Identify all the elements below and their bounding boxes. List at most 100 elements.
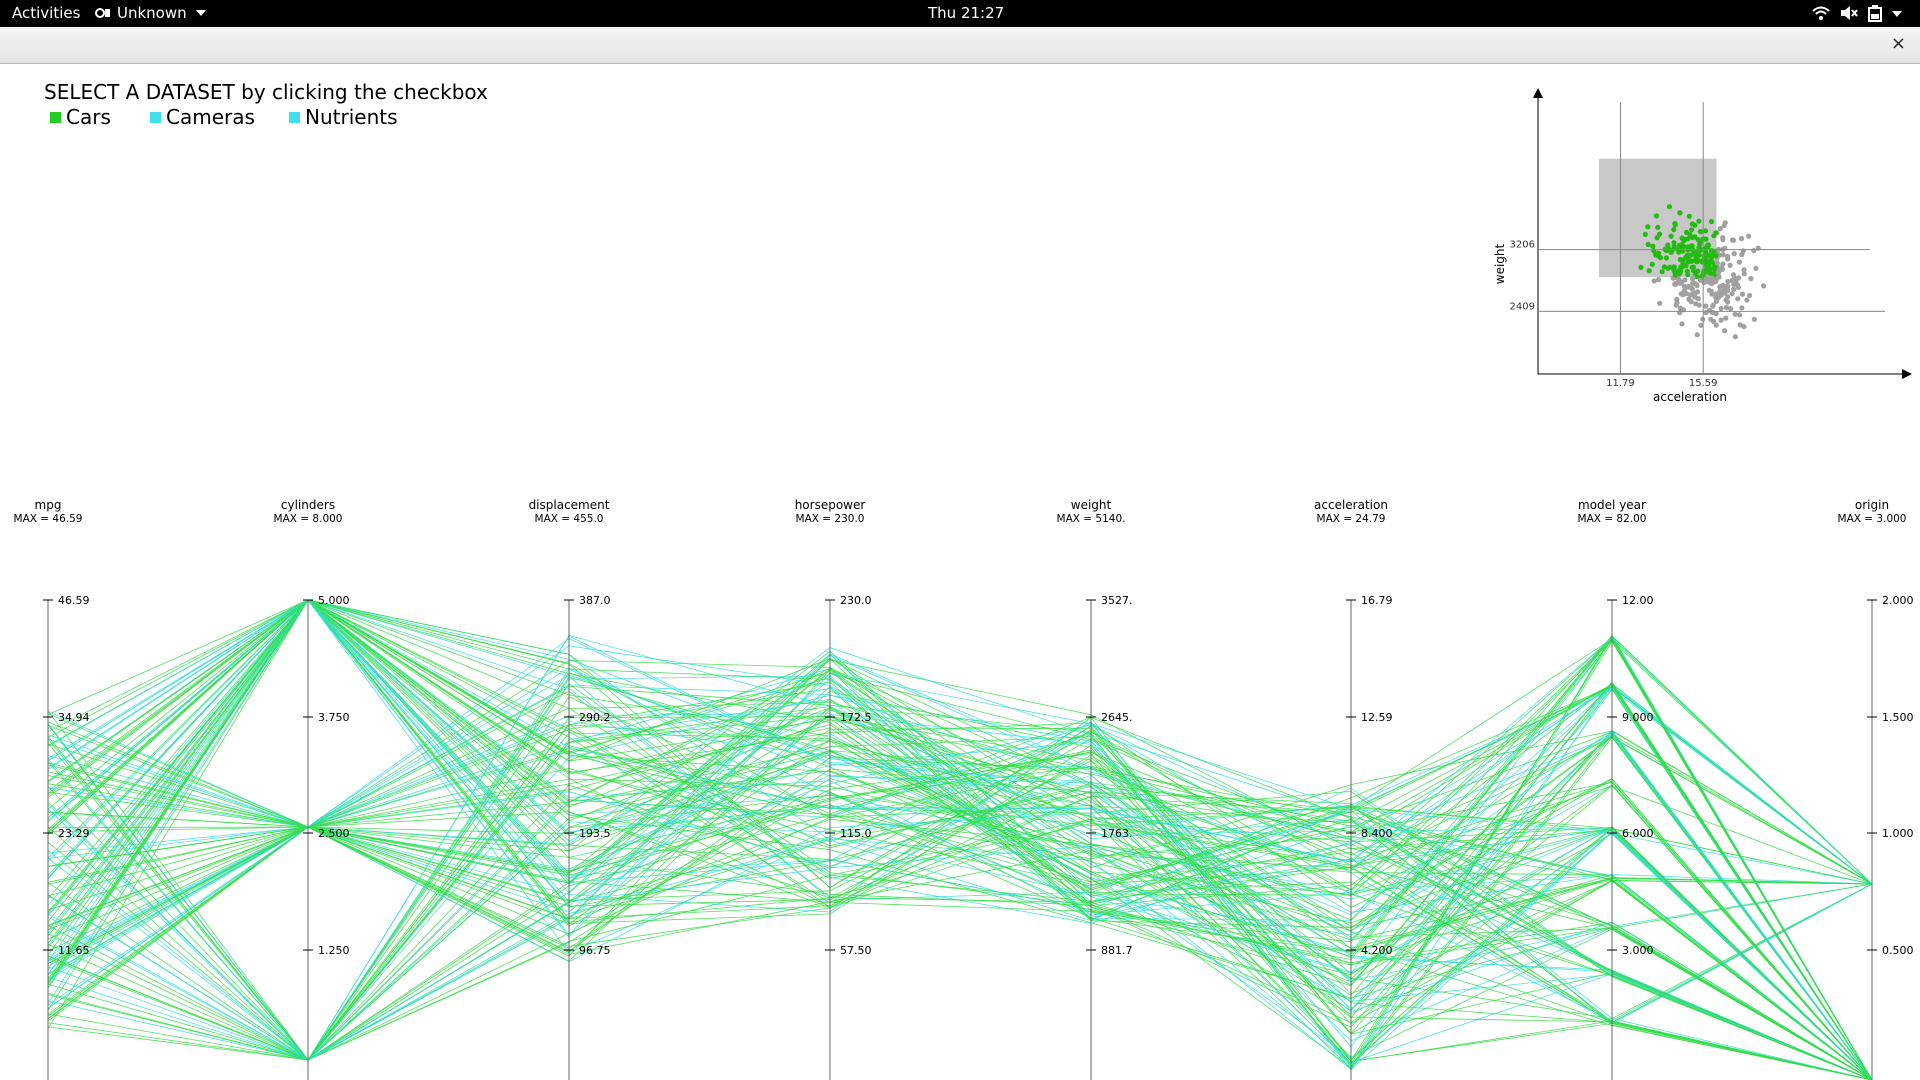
dataset-checkbox-cars[interactable]: Cars bbox=[50, 105, 111, 129]
tick-label: 115.0 bbox=[840, 827, 872, 840]
polyline bbox=[47, 599, 1873, 1080]
polyline bbox=[47, 807, 1873, 1080]
data-point bbox=[1686, 257, 1692, 263]
data-point bbox=[1685, 272, 1691, 278]
volume-muted-icon[interactable] bbox=[1840, 5, 1858, 21]
polyline bbox=[47, 599, 1873, 1080]
data-point bbox=[1694, 332, 1700, 338]
data-point bbox=[1712, 264, 1718, 270]
data-point bbox=[1655, 224, 1661, 230]
polyline bbox=[47, 599, 1873, 1080]
polyline bbox=[47, 659, 1873, 1080]
tick-label: 9.000 bbox=[1622, 711, 1654, 724]
dataset-checkbox-nutrients[interactable]: Nutrients bbox=[289, 105, 398, 129]
polyline bbox=[47, 667, 1873, 1015]
tick-label: 193.5 bbox=[579, 827, 611, 840]
tick-label: 4.200 bbox=[1361, 944, 1393, 957]
polyline bbox=[47, 599, 1873, 1080]
tick-label: 1.500 bbox=[1882, 711, 1914, 724]
chevron-down-icon bbox=[196, 10, 207, 16]
data-point bbox=[1657, 300, 1663, 306]
polyline bbox=[47, 713, 1873, 1080]
data-point bbox=[1720, 282, 1726, 288]
polyline bbox=[47, 754, 1873, 1080]
system-menu-chevron-icon[interactable] bbox=[1892, 10, 1902, 18]
data-point bbox=[1715, 270, 1722, 276]
data-point bbox=[1694, 283, 1700, 289]
data-point bbox=[1666, 204, 1672, 210]
axis-name: cylinders bbox=[281, 498, 335, 512]
polyline bbox=[47, 721, 1873, 1080]
data-point bbox=[1655, 250, 1662, 256]
data-point bbox=[1736, 275, 1742, 281]
polyline bbox=[47, 647, 1873, 1080]
data-point bbox=[1709, 309, 1715, 315]
axis-max-label: MAX = 5140. bbox=[1057, 513, 1126, 525]
data-point bbox=[1720, 235, 1726, 241]
polyline bbox=[47, 599, 1873, 1080]
data-point bbox=[1655, 277, 1662, 283]
tick-label: 3527. bbox=[1101, 594, 1133, 607]
y-axis-arrow-icon bbox=[1533, 88, 1543, 98]
data-point bbox=[1751, 248, 1757, 254]
x-axis-label: acceleration bbox=[1653, 390, 1727, 404]
data-point bbox=[1689, 227, 1695, 233]
app-menu[interactable]: Unknown bbox=[95, 0, 207, 27]
data-point bbox=[1709, 281, 1715, 287]
y-tick-label: 3206 bbox=[1510, 240, 1535, 251]
data-point bbox=[1710, 303, 1716, 309]
data-point bbox=[1744, 297, 1750, 303]
data-point bbox=[1732, 311, 1738, 317]
data-point bbox=[1663, 255, 1669, 261]
tick-label: 3.750 bbox=[318, 711, 350, 724]
polyline bbox=[47, 599, 1873, 1080]
polyline bbox=[47, 750, 1873, 1080]
close-icon[interactable]: × bbox=[1890, 33, 1906, 54]
polyline bbox=[47, 737, 1873, 1070]
tick-label: 8.400 bbox=[1361, 827, 1393, 840]
dataset-checkbox-cameras[interactable]: Cameras bbox=[150, 105, 255, 129]
polyline bbox=[47, 599, 1873, 958]
data-point bbox=[1740, 248, 1746, 254]
axis-name: origin bbox=[1855, 498, 1889, 512]
data-point bbox=[1703, 261, 1709, 268]
data-point bbox=[1668, 233, 1674, 239]
data-point bbox=[1739, 305, 1745, 311]
data-point bbox=[1725, 256, 1731, 262]
x-tick-label: 15.59 bbox=[1689, 378, 1718, 389]
axis-max-label: MAX = 455.0 bbox=[535, 513, 604, 525]
data-point bbox=[1711, 319, 1717, 325]
wifi-icon[interactable] bbox=[1812, 5, 1830, 21]
polyline bbox=[47, 669, 1873, 957]
data-point bbox=[1732, 334, 1738, 340]
data-point bbox=[1696, 246, 1702, 252]
data-point bbox=[1680, 261, 1686, 267]
data-point bbox=[1725, 284, 1731, 290]
battery-icon[interactable] bbox=[1868, 5, 1882, 22]
scatter-axes: 11.79 15.59 3206 2409 acceleration weight bbox=[1493, 88, 1912, 404]
tick-label: 290.2 bbox=[579, 711, 611, 724]
polyline bbox=[47, 599, 1873, 1080]
tick-label: 16.79 bbox=[1361, 594, 1393, 607]
data-point bbox=[1671, 227, 1677, 233]
data-point bbox=[1713, 298, 1719, 304]
activities-button[interactable]: Activities bbox=[12, 4, 81, 22]
clock[interactable]: Thu 21:27 bbox=[928, 4, 1005, 22]
tick-label: 11.65 bbox=[58, 944, 90, 957]
data-point bbox=[1693, 254, 1699, 260]
data-point bbox=[1688, 299, 1694, 305]
tick-label: 12.59 bbox=[1361, 711, 1393, 724]
tick-label: 96.75 bbox=[579, 944, 611, 957]
polyline bbox=[47, 639, 1873, 1080]
data-point bbox=[1731, 275, 1738, 281]
data-point bbox=[1720, 252, 1726, 258]
tick-label: 1.250 bbox=[318, 944, 350, 957]
polyline bbox=[47, 710, 1873, 1080]
data-point bbox=[1642, 231, 1648, 237]
data-point bbox=[1638, 264, 1644, 270]
data-point bbox=[1729, 291, 1735, 297]
tick-label: 172.5 bbox=[840, 711, 872, 724]
data-point bbox=[1741, 271, 1747, 277]
scatter-plot[interactable]: 11.79 15.59 3206 2409 acceleration weight bbox=[1480, 74, 1920, 454]
